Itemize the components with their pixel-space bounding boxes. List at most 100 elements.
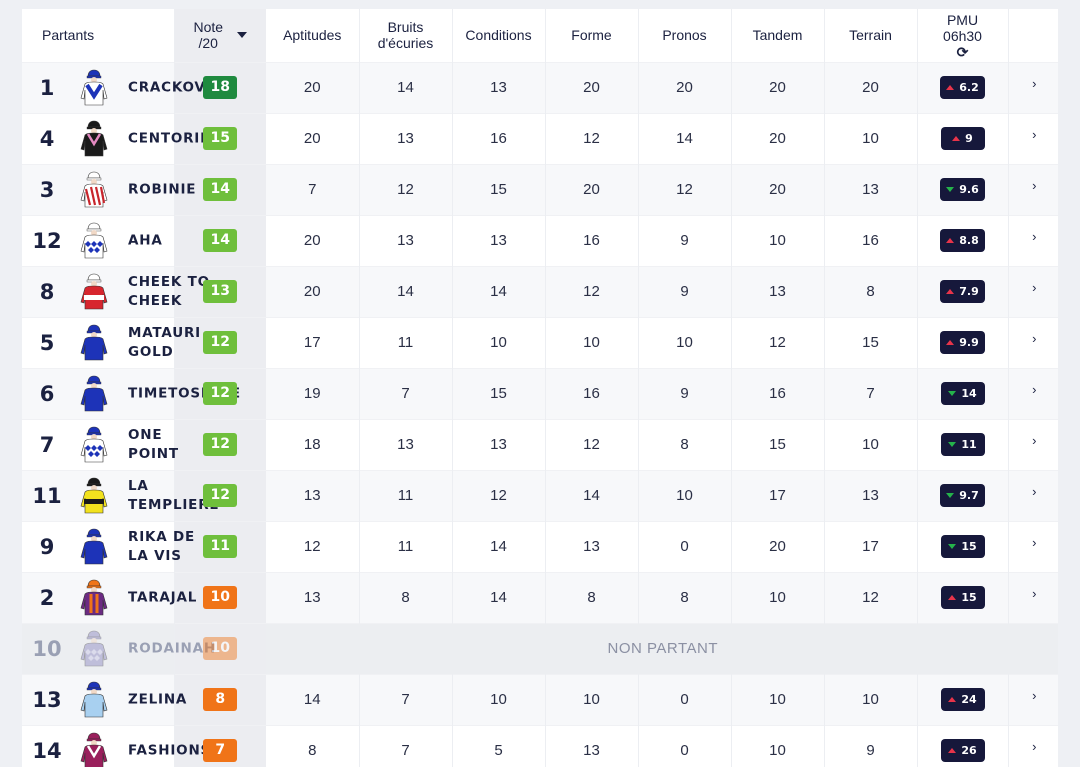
chevron-right-icon[interactable]: › xyxy=(1032,280,1037,295)
table-row[interactable]: 13 ZELINA 8 14 7 10 10 0 10 10 24 › xyxy=(22,673,1058,725)
table-row[interactable]: 4 CENTORINO 15 20 13 16 12 14 20 10 9 › xyxy=(22,112,1058,164)
horse-name[interactable]: ROBINIE xyxy=(128,181,197,197)
jockey-silk-icon xyxy=(77,425,111,465)
trend-down-icon xyxy=(946,493,955,498)
pmu-odds-value: 15 xyxy=(961,591,977,604)
header-note-sort[interactable]: Note /20 xyxy=(174,9,266,62)
pmu-odds-value: 7.9 xyxy=(959,285,979,298)
caret-down-icon[interactable] xyxy=(237,32,248,39)
pmu-odds-badge[interactable]: 9.6 xyxy=(940,178,985,201)
header-bruits[interactable]: Bruits d'écuries xyxy=(359,9,453,62)
row-detail-cell[interactable]: › xyxy=(1008,61,1058,113)
header-terrain[interactable]: Terrain xyxy=(824,9,918,62)
horse-name[interactable]: LA TEMPLIERE xyxy=(128,477,218,513)
row-detail-cell[interactable]: › xyxy=(1008,163,1058,215)
pmu-odds-badge[interactable]: 6.2 xyxy=(940,76,985,99)
table-row[interactable]: 7 ONE POINT 12 18 13 13 12 8 15 10 11 › xyxy=(22,418,1058,470)
header-aptitudes[interactable]: Aptitudes xyxy=(266,9,360,62)
pmu-odds-badge[interactable]: 14 xyxy=(940,382,985,405)
table-row[interactable]: 10 RODAINAH 10 NON PARTANT xyxy=(22,622,1058,674)
pmu-odds-badge[interactable]: 26 xyxy=(940,739,985,763)
pmu-odds-badge[interactable]: 24 xyxy=(940,688,985,711)
runner-number: 5 xyxy=(39,330,55,355)
jockey-silk-icon xyxy=(77,170,111,210)
header-forme[interactable]: Forme xyxy=(545,9,639,62)
table-row[interactable]: 5 MATAURI GOLD 12 17 11 10 10 10 12 15 9.9 › xyxy=(22,316,1058,368)
pmu-odds-badge[interactable]: 9 xyxy=(940,127,985,150)
horse-name[interactable]: RODAINAH xyxy=(128,640,216,656)
chevron-right-icon[interactable]: › xyxy=(1032,229,1037,244)
non-partant-label: NON PARTANT xyxy=(607,640,718,657)
row-detail-cell[interactable]: › xyxy=(1008,571,1058,623)
header-spacer xyxy=(1008,9,1058,62)
header-pronos[interactable]: Pronos xyxy=(638,9,732,62)
chevron-right-icon[interactable]: › xyxy=(1032,433,1037,448)
row-detail-cell[interactable]: › xyxy=(1008,214,1058,266)
chevron-right-icon[interactable]: › xyxy=(1032,382,1037,397)
score-aptitudes: 20 xyxy=(266,112,360,164)
pmu-odds-badge[interactable]: 15 xyxy=(940,535,985,558)
table-row[interactable]: 8 CHEEK TO CHEEK 13 20 14 14 12 9 13 8 7.9 › xyxy=(22,265,1058,317)
pmu-odds-badge[interactable]: 15 xyxy=(940,586,985,609)
chevron-right-icon[interactable]: › xyxy=(1032,535,1037,550)
score-forme: 16 xyxy=(545,367,639,419)
horse-name[interactable]: FASHIONS xyxy=(128,742,212,759)
chevron-right-icon[interactable]: › xyxy=(1032,586,1037,601)
header-conditions[interactable]: Conditions xyxy=(452,9,546,62)
score-tandem: 15 xyxy=(731,418,825,470)
row-detail-cell[interactable]: › xyxy=(1008,316,1058,368)
horse-name[interactable]: MATAURI GOLD xyxy=(128,324,202,360)
runner-number: 10 xyxy=(32,636,62,661)
header-note-label: Note xyxy=(193,19,224,36)
horse-name[interactable]: CHEEK TO CHEEK xyxy=(128,273,210,309)
row-detail-cell[interactable]: › xyxy=(1008,112,1058,164)
horse-name[interactable]: AHA xyxy=(128,232,163,248)
horse-name[interactable]: RIKA DE LA VIS xyxy=(128,528,196,564)
row-detail-cell[interactable]: › xyxy=(1008,520,1058,572)
pmu-cell: 11 xyxy=(917,418,1009,470)
row-detail-cell[interactable]: › xyxy=(1008,469,1058,521)
row-detail-cell[interactable]: › xyxy=(1008,724,1058,767)
header-tandem[interactable]: Tandem xyxy=(731,9,825,62)
horse-name[interactable]: ONE POINT xyxy=(128,426,179,462)
pmu-odds-badge[interactable]: 11 xyxy=(940,433,985,456)
chevron-right-icon[interactable]: › xyxy=(1032,127,1037,142)
pmu-odds-value: 11 xyxy=(961,438,977,451)
table-row[interactable]: 9 RIKA DE LA VIS 11 12 11 14 13 0 20 17 15 › xyxy=(22,520,1058,572)
score-forme: 14 xyxy=(545,469,639,521)
note-cell: 14 xyxy=(174,163,266,215)
row-detail-cell[interactable]: › xyxy=(1008,265,1058,317)
runners-table-panel: Partants Note /20 Aptitudes Bruits d'écur… xyxy=(22,9,1058,767)
pmu-odds-badge[interactable]: 9.7 xyxy=(940,484,985,507)
table-row[interactable]: 3 ROBINIE 14 7 12 15 20 12 20 13 9.6 › xyxy=(22,163,1058,215)
pmu-odds-badge[interactable]: 8.8 xyxy=(940,229,985,252)
table-row[interactable]: 14 FASHIONS 7 8 7 5 13 0 10 9 26 › xyxy=(22,724,1058,767)
runner-cell: 2 TARAJAL xyxy=(22,571,196,623)
chevron-right-icon[interactable]: › xyxy=(1032,688,1037,703)
horse-name[interactable]: ZELINA xyxy=(128,691,188,707)
table-row[interactable]: 12 AHA 14 20 13 13 16 9 10 16 8.8 › xyxy=(22,214,1058,266)
table-row[interactable]: 1 CRACKOVIA 18 20 14 13 20 20 20 20 6.2 › xyxy=(22,61,1058,113)
score-pronos: 12 xyxy=(638,163,732,215)
horse-name[interactable]: CRACKOVIA xyxy=(128,79,223,95)
chevron-right-icon[interactable]: › xyxy=(1032,178,1037,193)
header-forme-label: Forme xyxy=(571,27,612,44)
table-row[interactable]: 2 TARAJAL 10 13 8 14 8 8 10 12 15 › xyxy=(22,571,1058,623)
table-row[interactable]: 6 TIMETOSHINE 12 19 7 15 16 9 16 7 14 › xyxy=(22,367,1058,419)
chevron-right-icon[interactable]: › xyxy=(1032,484,1037,499)
score-forme: 10 xyxy=(545,673,639,725)
trend-up-icon xyxy=(948,748,957,754)
trend-down-icon xyxy=(948,391,957,396)
chevron-right-icon[interactable]: › xyxy=(1032,739,1037,755)
pmu-odds-badge[interactable]: 7.9 xyxy=(940,280,985,303)
chevron-right-icon[interactable]: › xyxy=(1032,76,1037,91)
row-detail-cell[interactable]: › xyxy=(1008,673,1058,725)
table-row[interactable]: 11 LA TEMPLIERE 12 13 11 12 14 10 17 13 9.7 › xyxy=(22,469,1058,521)
row-detail-cell[interactable]: › xyxy=(1008,367,1058,419)
horse-name[interactable]: TARAJAL xyxy=(128,589,198,605)
horse-name[interactable]: CENTORINO xyxy=(128,130,225,146)
pmu-odds-badge[interactable]: 9.9 xyxy=(940,331,985,354)
row-detail-cell[interactable]: › xyxy=(1008,418,1058,470)
refresh-icon[interactable]: ⟳ xyxy=(956,43,969,60)
chevron-right-icon[interactable]: › xyxy=(1032,331,1037,346)
